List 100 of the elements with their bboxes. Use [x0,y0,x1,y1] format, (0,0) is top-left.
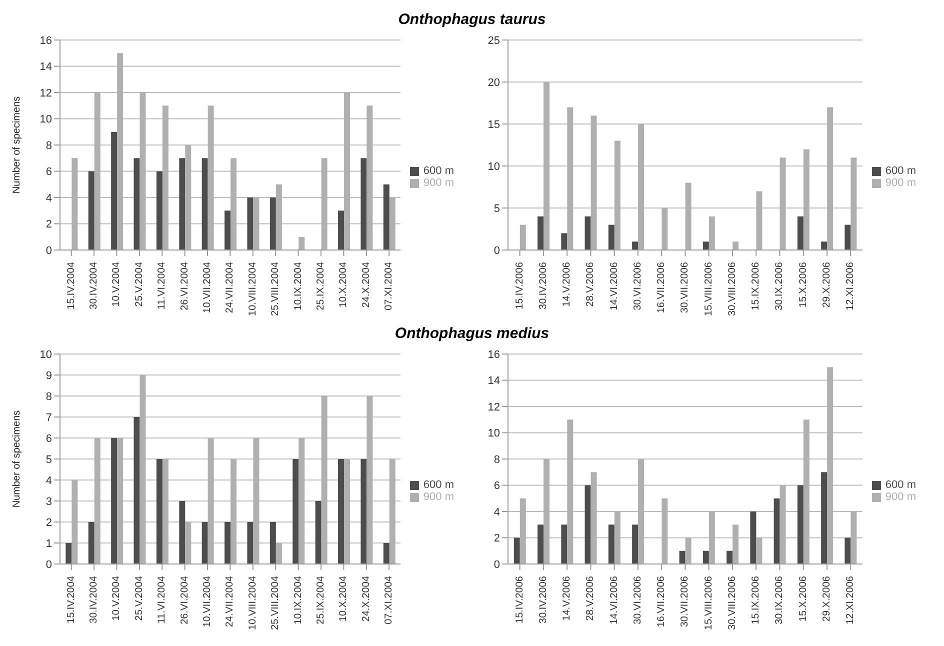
bar [366,396,373,564]
y-axis-title: Number of specimens [12,410,23,508]
x-tick-label: 30.VIII.2006 [726,576,738,630]
x-tick-label: 30.VIII.2006 [726,262,738,316]
bar [780,158,786,250]
bar [94,438,100,564]
bar [520,498,526,564]
bar [292,459,299,564]
bar [321,158,328,250]
x-tick-label: 30.VII.2006 [680,262,691,314]
bar [590,116,597,250]
bar [584,485,591,564]
bar [520,224,526,250]
bar [383,184,390,250]
legend-label: 600 m [885,479,916,491]
x-tick-label: 16.VII.2006 [656,576,668,628]
x-tick-label: 25.V.2004 [134,576,145,621]
bar [803,149,810,250]
bar [185,522,192,564]
y-tick-label: 2 [494,532,500,545]
bar [202,522,208,564]
x-tick-label: 25.VIII.2004 [270,262,282,316]
bar [708,512,715,564]
bar [561,233,568,250]
y-tick-label: 10 [488,160,500,173]
bar [185,145,192,250]
x-tick-label: 10.IX.2004 [292,262,304,310]
bar [298,236,305,250]
x-tick-label: 10.VIII.2004 [247,262,258,316]
y-tick-label: 6 [494,480,500,492]
y-tick-label: 16 [40,34,52,47]
y-tick-label: 12 [40,87,52,100]
bar [88,171,94,250]
bar [344,459,350,564]
bar [538,216,544,250]
x-tick-label: 30.VI.2006 [632,262,644,310]
y-tick-label: 1 [46,538,52,550]
bar [567,420,574,564]
x-tick-label: 25.IX.2004 [315,576,326,624]
y-tick-label: 15 [488,118,500,131]
x-tick-label: 24.X.2004 [360,262,372,308]
bar [156,171,162,250]
bar [134,158,140,250]
bar [321,396,328,564]
bar [632,242,638,250]
bar [662,208,668,250]
bar [685,182,692,250]
x-tick-label: 24.VII.2004 [224,576,236,628]
bar [208,106,214,250]
bar [208,438,214,564]
x-tick-label: 12.XI.2006 [845,576,856,624]
x-tick-label: 15.VIII.2006 [703,576,714,630]
y-tick-label: 14 [488,375,500,388]
y-tick-label: 6 [46,432,52,445]
bar [702,550,709,564]
x-tick-label: 10.VII.2004 [202,576,214,628]
x-tick-label: 16.VII.2006 [656,262,668,314]
bar [561,524,568,564]
x-tick-label: 12.XI.2006 [845,262,856,310]
bar [338,210,344,250]
bar [850,512,857,564]
bar [726,550,733,564]
bar [366,106,373,250]
bar [117,438,124,564]
legend-label: 900 m [423,177,454,189]
bar [803,420,810,564]
bar [389,459,396,564]
bar [544,459,550,564]
y-tick-label: 0 [46,244,52,257]
legend-label: 900 m [885,177,916,189]
x-tick-label: 30.IV.2006 [538,262,549,310]
bar [662,498,668,564]
bar [850,158,857,250]
bar [253,438,260,564]
bar [383,543,390,564]
x-tick-label: 14.V.2006 [562,576,573,621]
bar [614,140,620,250]
bar [253,198,260,250]
text: Onthophagus medius [394,324,550,344]
y-tick-label: 25 [488,34,500,47]
bar [750,512,756,564]
x-tick-label: 14.VI.2006 [608,576,620,624]
x-tick-label: 30.IV.2004 [88,262,100,310]
bar [567,107,574,250]
bar [638,124,644,250]
bar [247,198,254,250]
x-tick-label: 10.V.2004 [111,262,122,307]
bar [224,210,231,250]
legend-label: 600 m [423,479,454,491]
y-tick-label: 14 [40,61,52,74]
bar [608,224,614,250]
bar [270,522,276,564]
y-tick-label: 20 [488,76,500,89]
x-tick-label: 10.X.2004 [338,262,350,308]
bar [111,132,118,250]
x-tick-label: 15.IX.2006 [750,262,762,310]
y-tick-label: 10 [40,348,52,361]
x-tick-label: 10.VII.2004 [202,262,214,314]
bar [134,417,140,564]
bar [66,543,72,564]
